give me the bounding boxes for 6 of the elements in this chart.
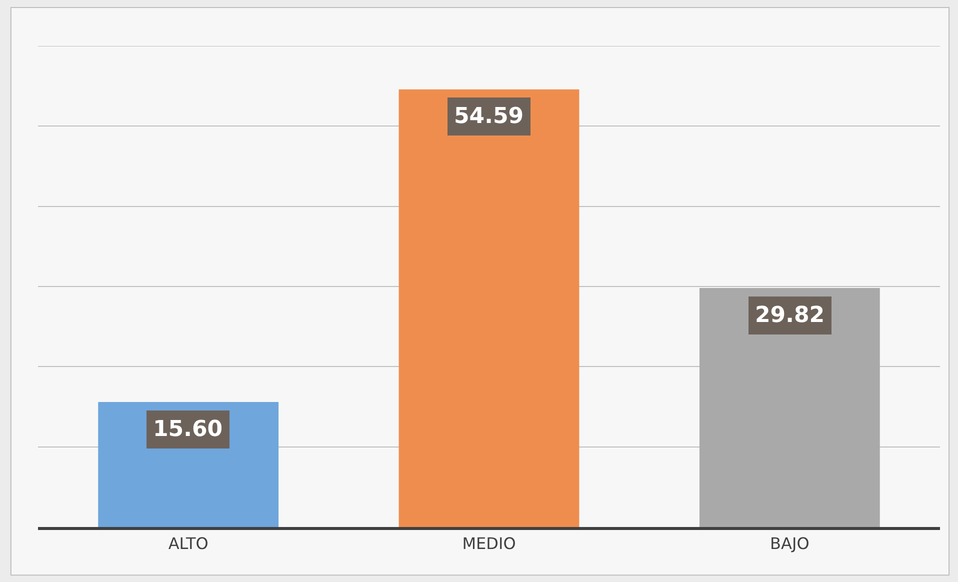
x-tick-label: ALTO [168, 534, 208, 554]
data-label: 29.82 [755, 303, 825, 328]
x-tick-label: BAJO [770, 534, 810, 554]
data-label: 54.59 [454, 104, 524, 129]
data-label: 15.60 [153, 417, 223, 442]
x-tick-label: MEDIO [462, 534, 516, 554]
